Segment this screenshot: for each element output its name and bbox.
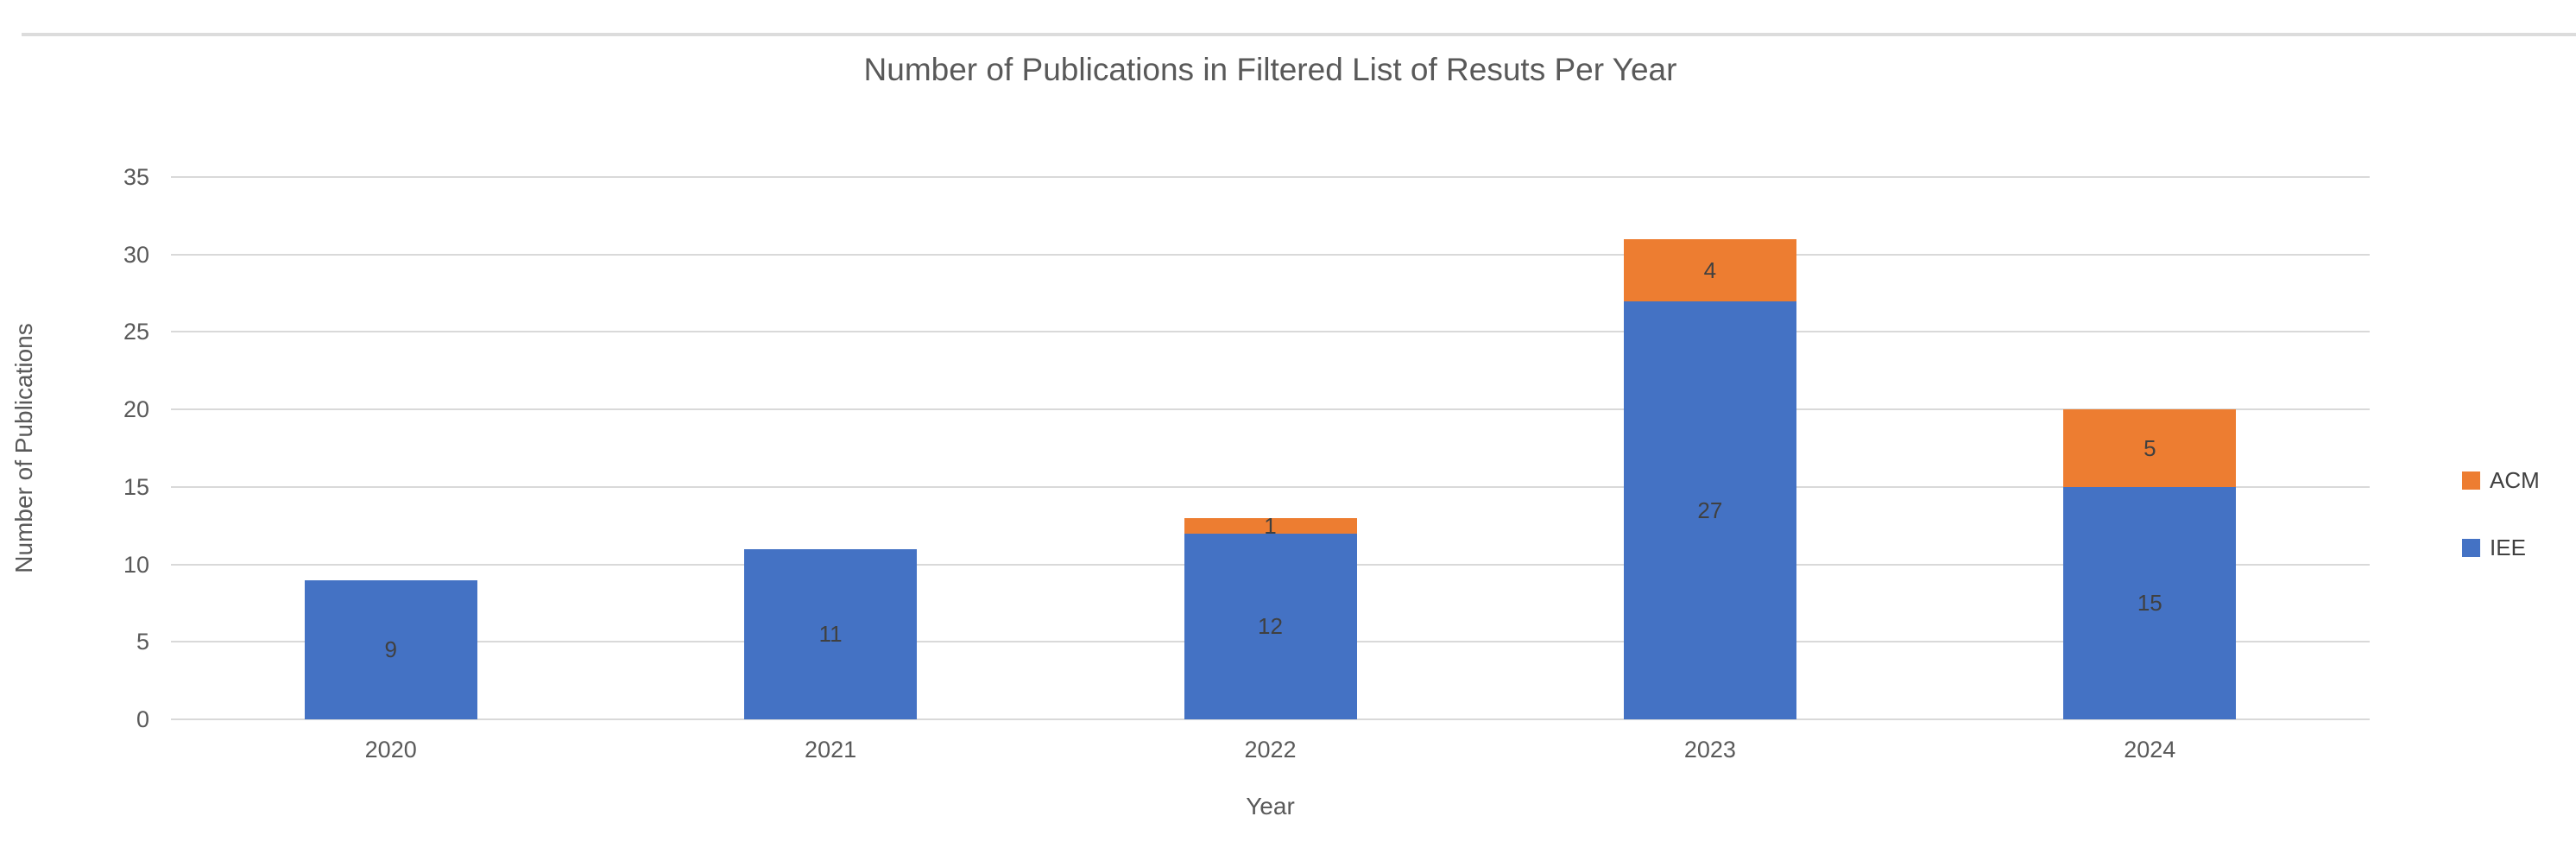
x-tick-label: 2022: [1244, 737, 1297, 763]
x-axis-title: Year: [1246, 793, 1295, 820]
bar-2024: 15 5: [2063, 409, 2237, 719]
gridline: [171, 408, 2370, 411]
bar-segment-iee-2021: 11: [744, 548, 918, 719]
gridline: [171, 718, 2370, 720]
legend-item-acm: ACM: [2462, 469, 2540, 491]
data-label: 12: [1258, 613, 1283, 640]
bar-segment-iee-2024: 15: [2063, 486, 2237, 719]
data-label: 9: [384, 636, 397, 663]
gridline: [171, 176, 2370, 178]
gridline: [171, 485, 2370, 488]
bar-segment-iee-2020: 9: [304, 579, 477, 719]
bar-segment-iee-2023: 27: [1623, 301, 1796, 719]
data-label: 1: [1264, 512, 1277, 539]
chart-legend: ACM IEE: [2462, 469, 2540, 604]
legend-item-iee: IEE: [2462, 536, 2540, 559]
x-tick-label: 2023: [1683, 737, 1736, 763]
data-label: 4: [1703, 256, 1717, 283]
chart-title: Number of Publications in Filtered List …: [863, 52, 1677, 87]
bar-segment-acm-2023: 4: [1623, 238, 1796, 301]
y-tick-label: 30: [123, 241, 149, 268]
y-tick-label: 25: [123, 319, 149, 345]
y-tick-label: 15: [123, 473, 149, 500]
y-tick-label: 5: [136, 629, 149, 655]
legend-label: ACM: [2490, 467, 2540, 493]
bar-2020: 9: [304, 579, 477, 719]
x-tick-label: 2021: [805, 737, 857, 763]
y-axis-title: Number of Publications: [10, 323, 37, 573]
bar-2022: 12 1: [1184, 512, 1357, 719]
y-tick-label: 20: [123, 396, 149, 423]
legend-swatch-iee: [2462, 538, 2480, 557]
data-label: 27: [1697, 497, 1723, 523]
bar-2021: 11: [744, 548, 918, 719]
data-label: 5: [2144, 435, 2156, 461]
data-label: 15: [2137, 590, 2162, 617]
y-tick-label: 35: [123, 164, 149, 190]
bar-segment-acm-2022: 1: [1184, 512, 1357, 539]
window-top-border: [22, 33, 2576, 36]
data-label: 11: [818, 621, 843, 648]
y-tick-label: 0: [136, 706, 149, 732]
y-tick-label: 10: [123, 551, 149, 578]
bar-2023: 27 4: [1623, 238, 1796, 719]
plot-area: 0 5 10 15 20 25 30 35 9 2020 11 2021 12 1 2022 27 4 2023 1…: [123, 166, 2370, 763]
x-tick-label: 2020: [364, 737, 417, 763]
legend-label: IEE: [2490, 535, 2526, 560]
bar-segment-acm-2024: 5: [2063, 409, 2237, 487]
legend-swatch-acm: [2462, 471, 2480, 490]
x-tick-label: 2024: [2124, 737, 2176, 763]
gridline: [171, 331, 2370, 333]
bar-segment-iee-2022: 12: [1184, 533, 1357, 719]
gridline: [171, 253, 2370, 256]
